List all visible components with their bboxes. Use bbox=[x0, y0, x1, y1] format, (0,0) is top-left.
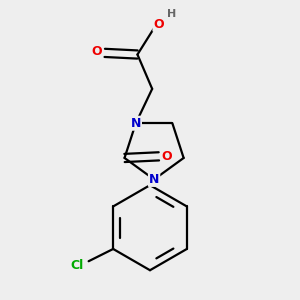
Text: H: H bbox=[167, 9, 176, 20]
Text: O: O bbox=[91, 45, 102, 58]
Text: Cl: Cl bbox=[70, 259, 84, 272]
Text: O: O bbox=[153, 18, 164, 31]
Text: N: N bbox=[130, 117, 141, 130]
Text: N: N bbox=[149, 173, 159, 186]
Text: O: O bbox=[162, 150, 172, 163]
